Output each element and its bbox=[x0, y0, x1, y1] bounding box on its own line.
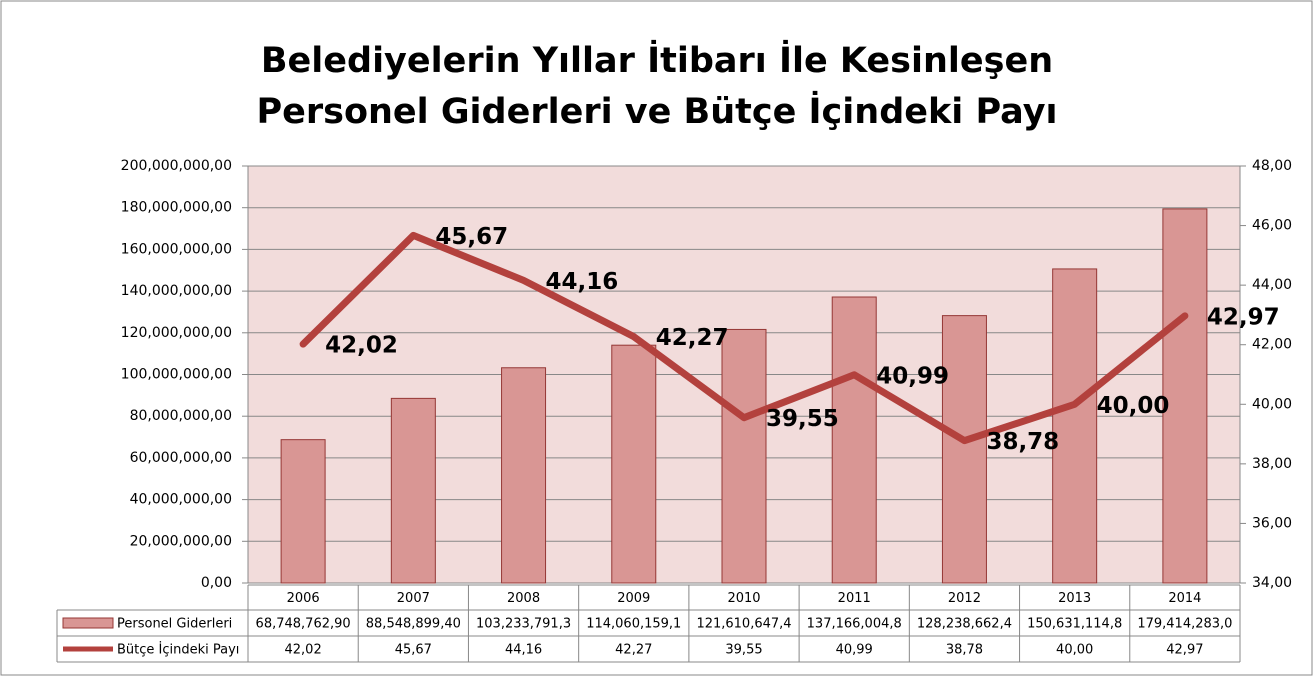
table-cell: 179,414,283,0 bbox=[1137, 617, 1232, 632]
table-cell: 40,99 bbox=[836, 643, 873, 658]
y-tick-label: 60,000,000,00 bbox=[130, 450, 232, 466]
x-tick-label: 2013 bbox=[1058, 591, 1091, 606]
y-tick-label: 0,00 bbox=[201, 575, 232, 591]
y-tick-label: 120,000,000,00 bbox=[121, 325, 232, 341]
y-tick-label: 80,000,000,00 bbox=[130, 408, 232, 424]
table-cell: 40,00 bbox=[1056, 643, 1093, 658]
legend-key bbox=[62, 617, 114, 629]
y-tick-label: 20,000,000,00 bbox=[130, 533, 232, 549]
legend-label: Bütçe İçindeki Payı bbox=[117, 642, 239, 658]
bar bbox=[941, 315, 987, 584]
y2-tick-label: 46,00 bbox=[1252, 218, 1292, 234]
bar bbox=[390, 397, 436, 584]
table-cell: 39,55 bbox=[725, 643, 762, 658]
table-cell: 137,166,004,8 bbox=[807, 617, 902, 632]
bar bbox=[501, 367, 547, 584]
data-label: 39,55 bbox=[766, 406, 839, 432]
x-tick-label: 2008 bbox=[507, 591, 540, 606]
x-tick-label: 2007 bbox=[397, 591, 430, 606]
x-tick-label: 2009 bbox=[617, 591, 650, 606]
bar bbox=[280, 439, 326, 584]
table-cell: 42,97 bbox=[1166, 643, 1203, 658]
bar bbox=[831, 296, 877, 584]
y-tick-label: 180,000,000,00 bbox=[121, 200, 232, 216]
x-tick-label: 2014 bbox=[1168, 591, 1201, 606]
chart-title: Belediyelerin Yıllar İtibarı İle Kesinle… bbox=[261, 39, 1053, 81]
table-cell: 44,16 bbox=[505, 643, 542, 658]
x-tick-label: 2011 bbox=[838, 591, 871, 606]
table-cell: 150,631,114,8 bbox=[1027, 617, 1122, 632]
y2-tick-label: 34,00 bbox=[1252, 575, 1292, 591]
table-cell: 68,748,762,90 bbox=[256, 617, 351, 632]
table-cell: 128,238,662,4 bbox=[917, 617, 1012, 632]
bar bbox=[1052, 268, 1098, 584]
table-cell: 42,02 bbox=[285, 643, 322, 658]
data-label: 42,02 bbox=[325, 333, 398, 359]
table-cell: 45,67 bbox=[395, 643, 432, 658]
data-label: 42,27 bbox=[656, 325, 729, 351]
y-tick-label: 160,000,000,00 bbox=[121, 241, 232, 257]
data-label: 42,97 bbox=[1207, 304, 1280, 330]
y2-tick-label: 40,00 bbox=[1252, 396, 1292, 412]
x-tick-label: 2012 bbox=[948, 591, 981, 606]
table-cell: 103,233,791,3 bbox=[476, 617, 571, 632]
chart-title: Personel Giderleri ve Bütçe İçindeki Pay… bbox=[256, 90, 1057, 132]
table-cell: 38,78 bbox=[946, 643, 983, 658]
bar bbox=[611, 344, 657, 584]
data-label: 45,67 bbox=[435, 224, 508, 250]
data-label: 40,99 bbox=[876, 363, 949, 389]
y-tick-label: 100,000,000,00 bbox=[121, 367, 232, 383]
y-tick-label: 200,000,000,00 bbox=[121, 158, 232, 174]
x-tick-label: 2010 bbox=[727, 591, 760, 606]
data-label: 44,16 bbox=[546, 269, 619, 295]
table-cell: 42,27 bbox=[615, 643, 652, 658]
table-cell: 121,610,647,4 bbox=[696, 617, 791, 632]
table-cell: 114,060,159,1 bbox=[586, 617, 681, 632]
data-label: 40,00 bbox=[1097, 393, 1170, 419]
y2-tick-label: 48,00 bbox=[1252, 158, 1292, 174]
line bbox=[299, 231, 1189, 445]
legend-label: Personel Giderleri bbox=[117, 617, 232, 632]
y2-tick-label: 42,00 bbox=[1252, 337, 1292, 353]
table-cell: 88,548,899,40 bbox=[366, 617, 461, 632]
y2-tick-label: 44,00 bbox=[1252, 277, 1292, 293]
x-tick-label: 2006 bbox=[287, 591, 320, 606]
y-tick-label: 40,000,000,00 bbox=[130, 492, 232, 508]
y2-tick-label: 38,00 bbox=[1252, 456, 1292, 472]
y2-tick-label: 36,00 bbox=[1252, 515, 1292, 531]
bar bbox=[1162, 208, 1208, 584]
bar bbox=[721, 328, 767, 584]
y-tick-label: 140,000,000,00 bbox=[121, 283, 232, 299]
data-label: 38,78 bbox=[986, 429, 1059, 455]
